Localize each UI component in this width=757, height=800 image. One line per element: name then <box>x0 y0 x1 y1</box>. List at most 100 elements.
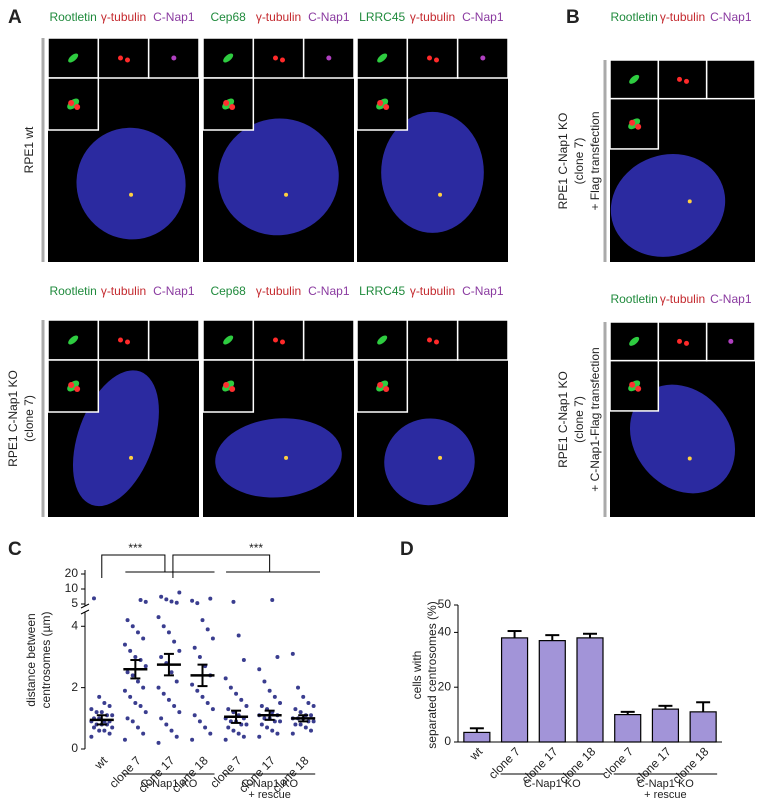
data-point <box>311 704 316 709</box>
error-bar <box>507 630 522 638</box>
signal <box>438 192 443 197</box>
signal <box>284 192 289 197</box>
data-point <box>275 731 280 736</box>
signal <box>273 337 278 343</box>
data-point <box>166 630 171 635</box>
row-label: (clone 7) <box>22 395 36 442</box>
nucleus <box>76 127 186 240</box>
data-point <box>296 685 301 690</box>
data-point <box>141 636 146 641</box>
signal <box>223 53 234 63</box>
x-tick-label: wt <box>91 753 111 773</box>
channel-label: γ-tubulin <box>256 284 301 298</box>
data-point <box>128 648 133 653</box>
signal <box>480 55 486 61</box>
error-bar <box>231 709 242 724</box>
channel-label: C-Nap1 <box>308 10 350 24</box>
data-point <box>135 679 140 684</box>
data-point <box>290 731 295 736</box>
data-point <box>192 713 197 718</box>
data-point <box>107 731 112 736</box>
signal <box>223 100 230 106</box>
data-point <box>265 725 270 730</box>
data-point <box>311 719 316 724</box>
data-point <box>200 694 205 699</box>
data-point <box>128 694 133 699</box>
signal <box>629 119 636 126</box>
group-label: C-Nap1 KO <box>637 778 694 790</box>
axis-break <box>80 609 90 615</box>
data-point <box>91 596 96 601</box>
data-point <box>169 670 174 675</box>
group-label: + rescue <box>248 789 291 800</box>
data-point <box>133 654 138 659</box>
signal <box>223 382 230 388</box>
bar <box>576 637 604 743</box>
signal <box>68 100 75 106</box>
signal <box>125 57 130 63</box>
y-tick-label: 40 <box>438 625 452 639</box>
data-point <box>298 710 303 715</box>
error-bar <box>163 652 174 677</box>
signal <box>229 386 236 392</box>
data-point <box>125 670 130 675</box>
data-point <box>197 719 202 724</box>
data-point <box>177 590 182 595</box>
row-label: (clone 7) <box>572 396 586 443</box>
signal <box>684 78 689 84</box>
inset <box>705 321 756 362</box>
data-point <box>208 596 213 601</box>
data-point <box>135 725 140 730</box>
data-point <box>122 642 127 647</box>
panel-letter: C <box>8 539 22 560</box>
data-point <box>208 731 213 736</box>
data-point <box>234 691 239 696</box>
data-point <box>177 648 182 653</box>
data-point <box>110 725 115 730</box>
data-point <box>110 713 115 718</box>
signal <box>284 455 289 460</box>
channel-label: C-Nap1 <box>710 292 752 306</box>
row-label: + Flag transfection <box>588 111 602 210</box>
nucleus <box>610 154 726 257</box>
data-point <box>174 600 179 605</box>
data-point <box>190 598 195 603</box>
x-tick-label: clone 7 <box>486 744 523 781</box>
channel-label: LRRC45 <box>359 10 405 24</box>
data-point <box>257 667 262 672</box>
data-point <box>130 624 135 629</box>
data-point <box>141 731 146 736</box>
data-point <box>259 722 264 727</box>
data-point <box>166 697 171 702</box>
signal <box>229 104 236 110</box>
channel-label: γ-tubulin <box>101 10 146 24</box>
signal <box>377 335 388 345</box>
signal <box>68 335 79 345</box>
error-bar <box>696 701 711 712</box>
inset <box>406 37 459 79</box>
channel-label: Cep68 <box>210 10 246 24</box>
data-point <box>262 679 267 684</box>
signal <box>687 199 692 204</box>
data-point <box>226 725 231 730</box>
row-label: + C-Nap1-Flag transfection <box>588 347 602 491</box>
data-point <box>102 700 107 705</box>
error-bar <box>264 709 275 721</box>
data-point <box>272 694 277 699</box>
inset <box>252 37 305 79</box>
data-point <box>156 615 161 620</box>
panel-letter: A <box>8 7 22 28</box>
channel-label: Rootletin <box>610 292 657 306</box>
data-point <box>205 627 210 632</box>
bar <box>538 640 566 743</box>
inset <box>97 37 150 79</box>
data-point <box>190 682 195 687</box>
data-point <box>278 700 283 705</box>
signal <box>326 55 332 61</box>
data-point <box>239 697 244 702</box>
data-point <box>89 734 94 739</box>
signal <box>635 385 642 392</box>
y-tick-label: 20 <box>65 566 79 580</box>
inset <box>705 59 756 100</box>
data-point <box>301 694 306 699</box>
